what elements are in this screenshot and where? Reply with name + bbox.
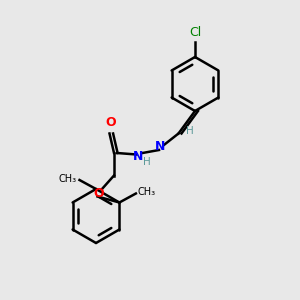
Text: O: O [106, 116, 116, 129]
Text: N: N [133, 149, 143, 163]
Text: CH₃: CH₃ [137, 187, 155, 197]
Text: Cl: Cl [189, 26, 201, 39]
Text: N: N [155, 140, 166, 154]
Text: CH₃: CH₃ [59, 173, 77, 184]
Text: H: H [142, 157, 150, 167]
Text: O: O [94, 187, 104, 200]
Text: H: H [186, 125, 194, 136]
